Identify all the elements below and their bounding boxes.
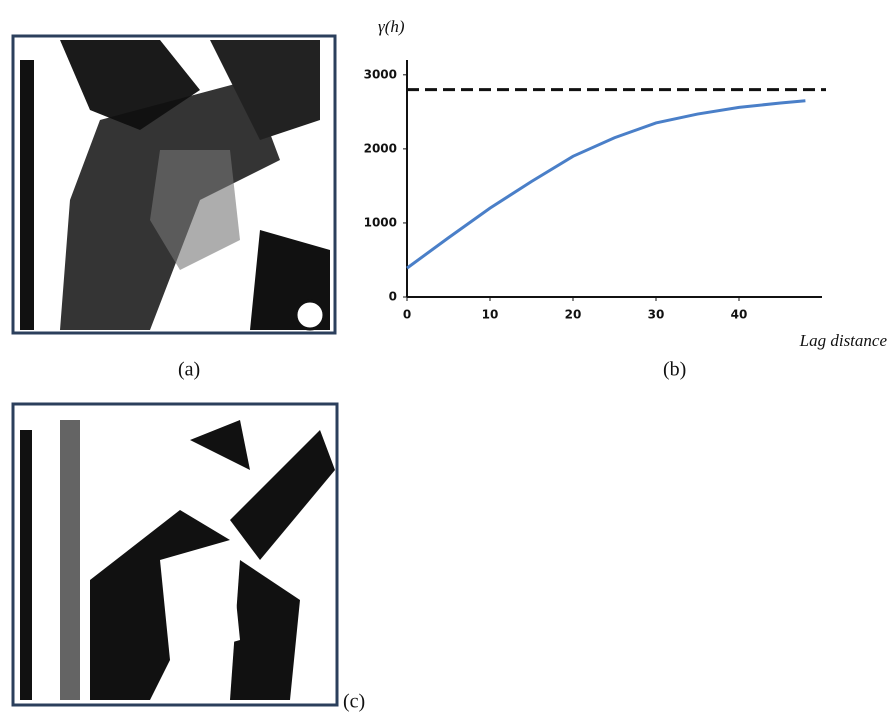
image-a bbox=[13, 36, 335, 333]
panel-label: (b) bbox=[663, 359, 686, 381]
y-tick-label: 3000 bbox=[364, 67, 397, 81]
x-axis-title: Lag distance bbox=[799, 331, 888, 350]
variogram-line bbox=[407, 101, 805, 268]
panel-label: (c) bbox=[343, 691, 365, 713]
figure: (a) (b) (c) 0 1000 2000 3000 0 10 20 30 40 γ(h) Lag d… bbox=[0, 0, 891, 713]
y-tick-label: 2000 bbox=[364, 141, 397, 155]
x-tick-label: 10 bbox=[482, 308, 499, 322]
y-axis-title: γ(h) bbox=[378, 17, 405, 36]
panel-label: (a) bbox=[178, 359, 200, 381]
x-tick-label: 20 bbox=[565, 308, 582, 322]
image-c bbox=[13, 404, 337, 705]
x-tick-label: 40 bbox=[731, 308, 748, 322]
y-tick-label: 1000 bbox=[364, 215, 397, 229]
x-tick-label: 0 bbox=[403, 308, 411, 322]
x-tick-label: 30 bbox=[648, 308, 665, 322]
y-tick-label: 0 bbox=[389, 290, 397, 304]
